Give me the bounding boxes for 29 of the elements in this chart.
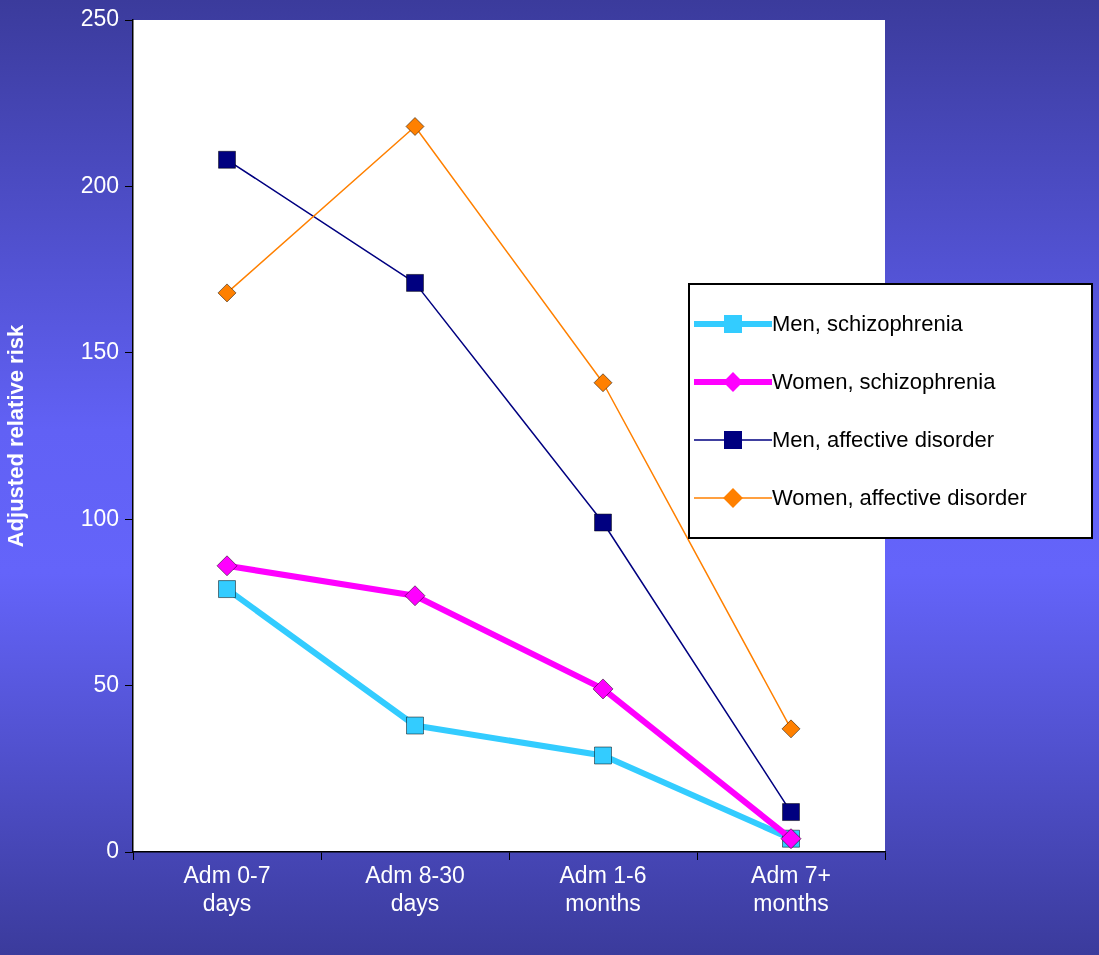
point (406, 274, 424, 292)
y-tick-label: 150 (80, 338, 119, 365)
point (781, 719, 801, 739)
y-tick-label: 250 (80, 5, 119, 32)
point (592, 678, 614, 700)
y-axis-title: Adjusted relative risk (3, 323, 29, 548)
x-tick-label: Adm 0-7 days (183, 862, 271, 916)
point (406, 716, 424, 735)
point (594, 513, 612, 532)
y-tick-label: 0 (106, 837, 119, 864)
x-tick-label: Adm 7+ months (751, 862, 831, 916)
point (216, 555, 238, 577)
y-tick-label: 50 (93, 670, 119, 697)
x-tick-label: Adm 8-30 days (365, 862, 465, 916)
point (404, 585, 426, 606)
legend-label: Women, affective disorder (772, 485, 1027, 511)
point (217, 283, 237, 303)
y-tick-label: 200 (80, 171, 119, 198)
point (782, 803, 800, 821)
x-tick-label: Adm 1-6 months (559, 862, 647, 916)
legend-label: Women, schizophrenia (772, 369, 996, 395)
point (594, 746, 612, 765)
legend-label: Men, affective disorder (772, 427, 995, 453)
point (593, 373, 613, 392)
y-tick-label: 100 (80, 504, 119, 531)
point (218, 580, 236, 598)
legend-label: Men, schizophrenia (772, 311, 963, 337)
point (218, 151, 236, 169)
point (405, 117, 425, 136)
